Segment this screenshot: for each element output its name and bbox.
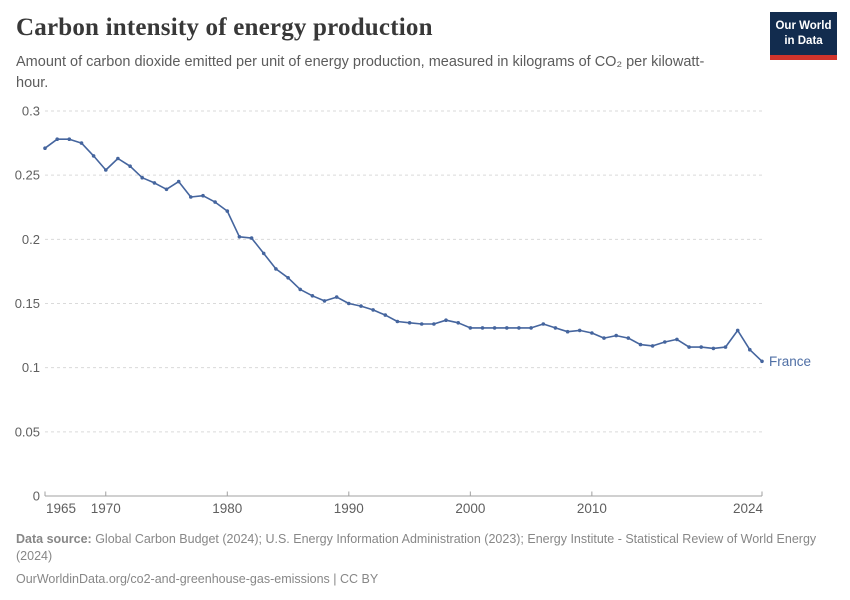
data-source-label: Data source:	[16, 532, 92, 546]
data-point[interactable]	[432, 322, 436, 326]
data-point[interactable]	[468, 326, 473, 330]
x-tick-label: 1970	[91, 501, 121, 516]
license-line: OurWorldinData.org/co2-and-greenhouse-ga…	[16, 571, 824, 588]
page-title: Carbon intensity of energy production	[16, 14, 433, 41]
data-point[interactable]	[322, 299, 327, 303]
data-source-text: Global Carbon Budget (2024); U.S. Energy…	[16, 532, 817, 564]
chart-subtitle: Amount of carbon dioxide emitted per uni…	[16, 54, 705, 92]
data-point[interactable]	[687, 345, 691, 349]
data-source-line: Data source: Global Carbon Budget (2024)…	[16, 531, 824, 566]
data-point[interactable]	[529, 326, 533, 330]
data-point[interactable]	[225, 209, 230, 213]
data-point[interactable]	[492, 326, 497, 330]
data-point[interactable]	[590, 331, 594, 335]
data-point[interactable]	[614, 333, 618, 338]
data-point[interactable]	[334, 295, 339, 299]
data-point[interactable]	[480, 326, 485, 330]
data-point[interactable]	[407, 321, 412, 325]
data-point[interactable]	[371, 308, 375, 312]
x-tick-label: 2010	[577, 501, 607, 516]
data-point[interactable]	[152, 181, 157, 185]
series-line-france	[44, 138, 763, 363]
data-point[interactable]	[310, 294, 315, 298]
data-point[interactable]	[164, 187, 169, 192]
data-point[interactable]	[444, 318, 448, 323]
data-point[interactable]	[79, 141, 84, 145]
y-tick-label: 0.15	[15, 296, 40, 311]
data-point[interactable]	[553, 326, 558, 330]
data-point[interactable]	[176, 179, 181, 184]
data-point[interactable]	[541, 322, 546, 326]
data-point[interactable]	[383, 313, 388, 317]
series-label-france: France	[769, 354, 811, 369]
data-point[interactable]	[274, 267, 278, 271]
data-point[interactable]	[237, 235, 242, 239]
data-point[interactable]	[723, 345, 728, 349]
data-point[interactable]	[189, 195, 193, 199]
data-point[interactable]	[663, 340, 667, 344]
data-point[interactable]	[213, 200, 217, 204]
x-tick-label: 1965	[46, 501, 76, 516]
owid-logo-line1: Our World	[775, 20, 832, 32]
data-point[interactable]	[711, 346, 716, 351]
chart-footer: Data source: Global Carbon Budget (2024)…	[16, 531, 824, 588]
data-point[interactable]	[577, 328, 582, 333]
data-point[interactable]	[249, 236, 254, 240]
data-point[interactable]	[286, 276, 290, 280]
data-point[interactable]	[675, 337, 679, 342]
y-tick-label: 0.25	[15, 168, 40, 183]
data-point[interactable]	[104, 168, 108, 172]
data-point[interactable]	[517, 326, 521, 330]
license-separator: |	[329, 571, 341, 586]
data-point[interactable]	[760, 359, 764, 364]
data-point[interactable]	[359, 304, 363, 308]
data-point[interactable]	[298, 287, 303, 292]
owid-logo-line2: in Data	[784, 34, 823, 47]
data-point[interactable]	[626, 336, 631, 340]
x-tick-label: 1990	[334, 501, 364, 516]
data-point[interactable]	[140, 175, 144, 180]
x-tick-label: 2024	[733, 501, 764, 516]
owid-logo[interactable]: Our World in Data	[770, 12, 837, 60]
x-tick-label: 1980	[212, 501, 242, 516]
y-tick-label: 0.05	[15, 424, 40, 439]
y-tick-label: 0.1	[22, 360, 40, 375]
owid-url-link[interactable]: OurWorldinData.org/co2-and-greenhouse-ga…	[16, 571, 330, 586]
data-point[interactable]	[128, 164, 132, 168]
data-point[interactable]	[91, 154, 96, 158]
data-point[interactable]	[748, 347, 752, 352]
data-point[interactable]	[735, 328, 740, 333]
data-point[interactable]	[505, 326, 509, 330]
data-point[interactable]	[43, 146, 47, 150]
data-point[interactable]	[699, 345, 703, 349]
data-point[interactable]	[261, 251, 266, 256]
data-point[interactable]	[565, 329, 570, 334]
y-tick-label: 0	[33, 489, 40, 504]
y-tick-label: 0.2	[22, 232, 40, 247]
data-point[interactable]	[116, 156, 120, 161]
data-point[interactable]	[67, 137, 72, 141]
data-point[interactable]	[201, 193, 205, 198]
license-label: CC BY	[340, 571, 379, 586]
data-point[interactable]	[638, 342, 643, 347]
data-point[interactable]	[395, 319, 400, 324]
data-point[interactable]	[55, 137, 59, 141]
data-point[interactable]	[650, 344, 655, 348]
y-tick-label: 0.3	[22, 104, 40, 119]
data-point[interactable]	[419, 322, 424, 326]
data-point[interactable]	[347, 301, 351, 306]
data-point[interactable]	[456, 321, 461, 325]
x-tick-label: 2000	[455, 501, 485, 516]
data-point[interactable]	[602, 336, 606, 340]
